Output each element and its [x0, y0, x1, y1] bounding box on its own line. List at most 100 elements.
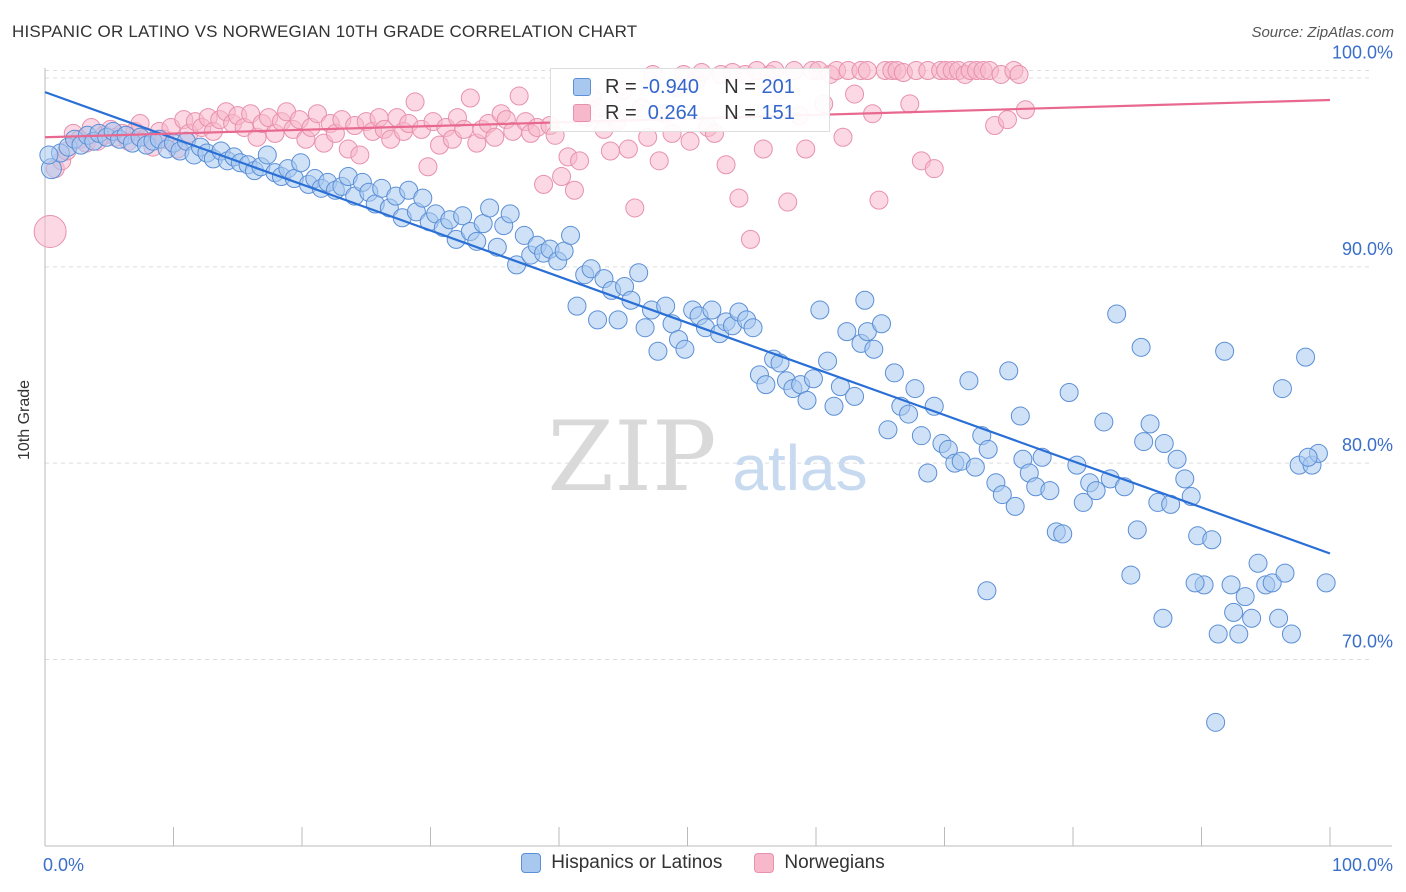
- norwegians-point: [454, 119, 474, 139]
- hispanics-point: [1140, 414, 1160, 434]
- legend-item-hispanics[interactable]: Hispanics or Latinos: [521, 852, 722, 874]
- hispanics-point: [413, 188, 433, 208]
- norwegians-point: [485, 127, 505, 147]
- watermark-atlas: atlas: [732, 432, 867, 504]
- hispanics-point: [629, 263, 649, 283]
- hispanics-point: [1005, 496, 1025, 516]
- hispanics-point: [845, 386, 865, 406]
- norwegians-point: [729, 188, 749, 208]
- hispanics-point: [1010, 406, 1030, 426]
- hispanics-point: [1134, 432, 1154, 452]
- hispanics-point: [453, 206, 473, 226]
- r-value: -0.940: [642, 75, 699, 98]
- legend-item-norwegians[interactable]: Norwegians: [754, 852, 885, 874]
- norwegians-point: [900, 94, 920, 114]
- hispanics-point: [878, 420, 898, 440]
- hispanics-point: [872, 314, 892, 334]
- hispanics-point: [1248, 553, 1268, 573]
- hispanics-point: [810, 300, 830, 320]
- hispanics-point: [1167, 449, 1187, 469]
- hispanics-point: [635, 318, 655, 338]
- source-label: Source: ZipAtlas.com: [1251, 24, 1394, 41]
- hispanics-point: [884, 363, 904, 383]
- hispanics-point: [1275, 563, 1295, 583]
- hispanics-point: [1073, 492, 1093, 512]
- chart-title: HISPANIC OR LATINO VS NORWEGIAN 10TH GRA…: [12, 22, 638, 41]
- legend-label-norwegians: Norwegians: [784, 852, 885, 873]
- r-value: 0.264: [642, 101, 698, 124]
- series-legend: Hispanics or Latinos Norwegians: [0, 852, 1406, 874]
- hispanics-point: [905, 379, 925, 399]
- legend-row-hispanics: R = -0.940 N = 201: [573, 75, 795, 99]
- hispanics-point: [1154, 434, 1174, 454]
- hispanics-point: [1175, 469, 1195, 489]
- hispanics-point: [992, 485, 1012, 505]
- y-tick-label: 90.0%: [1342, 239, 1393, 259]
- hispanics-point: [1121, 565, 1141, 585]
- norwegians-point: [625, 198, 645, 218]
- hispanics-point: [837, 322, 857, 342]
- hispanics-point: [480, 198, 500, 218]
- hispanics-point: [1202, 530, 1222, 550]
- norwegians-point: [716, 155, 736, 175]
- hispanics-point: [999, 361, 1019, 381]
- hispanics-point: [1094, 412, 1114, 432]
- x-tick-label: 0.0%: [43, 855, 84, 875]
- r-label: R =: [605, 101, 637, 124]
- hispanics-point: [743, 318, 763, 338]
- hispanics-point: [1107, 304, 1127, 324]
- hispanics-point: [977, 581, 997, 601]
- hispanics-point: [1242, 608, 1262, 628]
- norwegians-point: [552, 167, 572, 187]
- norwegians-point: [740, 229, 760, 249]
- hispanics-point: [864, 339, 884, 359]
- legend-label-hispanics: Hispanics or Latinos: [551, 852, 723, 873]
- norwegians-point: [997, 110, 1017, 130]
- norwegians-point: [833, 127, 853, 147]
- hispanics-point: [965, 457, 985, 477]
- norwegians-point: [753, 139, 773, 159]
- hispanics-point: [588, 310, 608, 330]
- hispanics-point: [1086, 481, 1106, 501]
- hispanics-point: [1224, 602, 1244, 622]
- hispanics-point: [911, 426, 931, 446]
- hispanics-point: [855, 290, 875, 310]
- norwegians-legend-swatch: [754, 853, 775, 873]
- norwegians-point: [534, 174, 554, 194]
- hispanics-point: [567, 296, 587, 316]
- norwegians-point: [796, 139, 816, 159]
- n-value: 201: [761, 75, 795, 98]
- hispanics-point: [514, 225, 534, 245]
- hispanics-point: [959, 371, 979, 391]
- norwegians-point: [509, 86, 529, 106]
- hispanics-point: [257, 145, 277, 165]
- norwegians-point: [618, 139, 638, 159]
- norwegians-point: [924, 159, 944, 179]
- hispanics-point: [1316, 573, 1336, 593]
- hispanics-point: [1298, 447, 1318, 467]
- hispanics-point: [500, 204, 520, 224]
- hispanics-point: [581, 259, 601, 279]
- hispanics-point: [1281, 624, 1301, 644]
- legend-row-norwegians: R = 0.264 N = 151: [573, 101, 795, 125]
- hispanics-point: [291, 153, 311, 173]
- correlation-legend: R = -0.940 N = 201 R = 0.264 N = 151: [550, 68, 830, 132]
- hispanics-point: [39, 145, 59, 165]
- hispanics-point: [1215, 341, 1235, 361]
- y-tick-label: 70.0%: [1342, 631, 1393, 651]
- n-value: 151: [761, 101, 795, 124]
- n-label: N =: [724, 101, 756, 124]
- norwegians-point: [307, 104, 327, 124]
- norwegians-point: [418, 157, 438, 177]
- hispanics-point: [1235, 587, 1255, 607]
- y-tick-label: 80.0%: [1342, 435, 1393, 455]
- norwegians-point: [564, 180, 584, 200]
- norwegians-swatch: [573, 104, 591, 122]
- r-label: R =: [605, 75, 637, 98]
- hispanics-points: [39, 121, 1336, 732]
- hispanics-trend-line: [44, 91, 1331, 555]
- hispanics-point: [1229, 624, 1249, 644]
- grid-lines: [45, 70, 1370, 660]
- hispanics-point: [1272, 379, 1292, 399]
